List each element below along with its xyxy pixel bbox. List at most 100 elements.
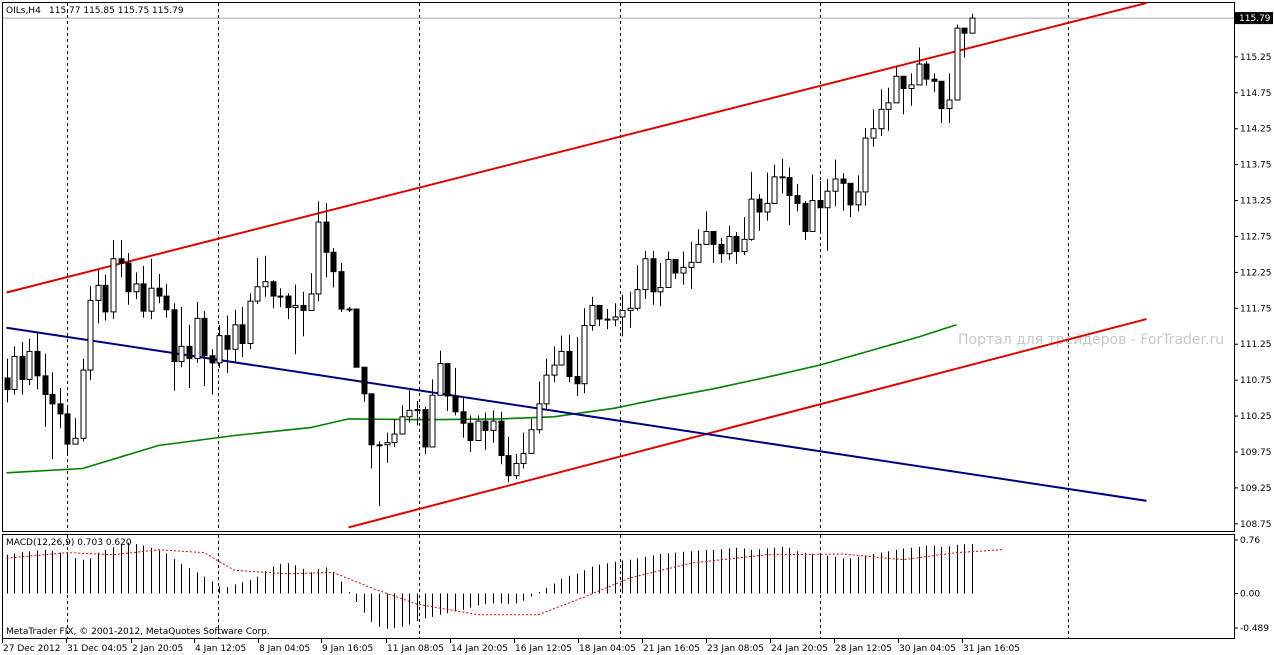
candle-body <box>171 309 178 362</box>
candle-body <box>42 375 49 396</box>
candle <box>110 240 117 320</box>
candle <box>64 406 71 455</box>
candle <box>642 250 649 299</box>
candle <box>741 217 748 256</box>
candle <box>969 13 976 34</box>
candle-body <box>498 420 505 457</box>
candle-body <box>900 75 907 89</box>
candle <box>102 274 109 321</box>
candle-body <box>931 78 938 82</box>
candle <box>490 410 497 443</box>
candle-body <box>4 377 11 390</box>
candle <box>832 159 839 207</box>
candle-body <box>26 350 33 380</box>
candle <box>330 247 337 288</box>
chart-header-ohlc: 115.77 115.85 115.75 115.79 <box>49 6 184 16</box>
candle-body <box>148 287 155 312</box>
candle <box>900 75 907 115</box>
price-tick-label: 109.25 <box>1240 484 1272 494</box>
candle <box>133 272 140 299</box>
candle <box>520 432 527 469</box>
candle-body <box>102 284 109 313</box>
channel-upper-line <box>6 2 1147 294</box>
time-tick-label: 21 Jan 16:05 <box>643 644 700 654</box>
time-tick-label: 14 Jan 20:05 <box>451 644 508 654</box>
candle <box>232 309 239 362</box>
candle-body <box>665 258 672 288</box>
main-plot-frame <box>2 2 1235 532</box>
candle <box>80 358 87 442</box>
candle-body <box>64 413 71 445</box>
candle <box>57 388 64 429</box>
candle-body <box>270 281 277 297</box>
candle <box>4 358 11 403</box>
candle <box>338 263 345 312</box>
candle-body <box>551 364 558 376</box>
candle-body <box>642 258 649 291</box>
candle-body <box>330 251 337 273</box>
candle <box>794 184 801 212</box>
candle <box>254 258 261 304</box>
candle-body <box>566 350 573 378</box>
moving-average-layer <box>6 324 957 474</box>
candle <box>437 350 444 396</box>
time-tick-label: 23 Jan 08:05 <box>707 644 764 654</box>
candle <box>148 258 155 320</box>
time-axis: 27 Dec 2012 31 Dec 04:05 2 Jan 20:05 4 Jan … <box>2 639 1020 654</box>
candle-body <box>178 345 185 362</box>
candle <box>946 73 953 123</box>
candle <box>938 80 945 123</box>
candle <box>558 335 565 366</box>
candle-body <box>771 176 778 204</box>
trend-lines-layer <box>6 2 1147 529</box>
candle-body <box>832 178 839 192</box>
candle-body <box>688 261 695 268</box>
candle <box>771 164 778 204</box>
candle-body <box>726 235 733 255</box>
time-tick-label: 28 Jan 12:05 <box>835 644 892 654</box>
candle-body <box>391 433 398 444</box>
candle-body <box>558 350 565 366</box>
candle <box>171 303 178 391</box>
candle-body <box>650 258 657 293</box>
candle <box>695 229 702 263</box>
candle <box>125 252 132 305</box>
candle <box>498 411 505 465</box>
candle <box>376 441 383 506</box>
candle-body <box>809 200 816 232</box>
candle <box>285 293 292 320</box>
candle-body <box>779 176 786 179</box>
candle-body <box>368 393 375 446</box>
candle <box>163 283 170 318</box>
candle-body <box>437 363 444 396</box>
candle-body <box>422 409 429 448</box>
candle <box>19 342 26 395</box>
candle <box>414 400 421 426</box>
candle-body <box>733 235 740 253</box>
price-tick-label: 113.25 <box>1240 197 1272 207</box>
candle <box>118 240 125 278</box>
candle-body <box>285 295 292 309</box>
time-tick-label: 11 Jan 08:05 <box>387 644 444 654</box>
candle <box>574 337 581 396</box>
candle <box>748 171 755 241</box>
time-tick-label: 4 Jan 12:05 <box>195 644 246 654</box>
candle <box>429 379 436 448</box>
candle-body <box>505 455 512 477</box>
time-tick-label: 24 Jan 20:05 <box>771 644 828 654</box>
candle-body <box>672 258 679 274</box>
candle-body <box>186 345 193 360</box>
candle <box>634 265 641 311</box>
candle-body <box>794 195 801 204</box>
candle-body <box>764 202 771 213</box>
price-tick-label: 112.25 <box>1240 268 1272 278</box>
candle-body <box>878 108 885 130</box>
candle-body <box>604 318 611 321</box>
price-tick-label: 111.25 <box>1240 340 1272 350</box>
candle <box>619 294 626 337</box>
price-tick-label: 115.25 <box>1240 53 1272 63</box>
candle-body <box>315 221 322 295</box>
candle <box>49 372 56 460</box>
candle-body <box>125 262 132 293</box>
candle-body <box>482 420 489 431</box>
